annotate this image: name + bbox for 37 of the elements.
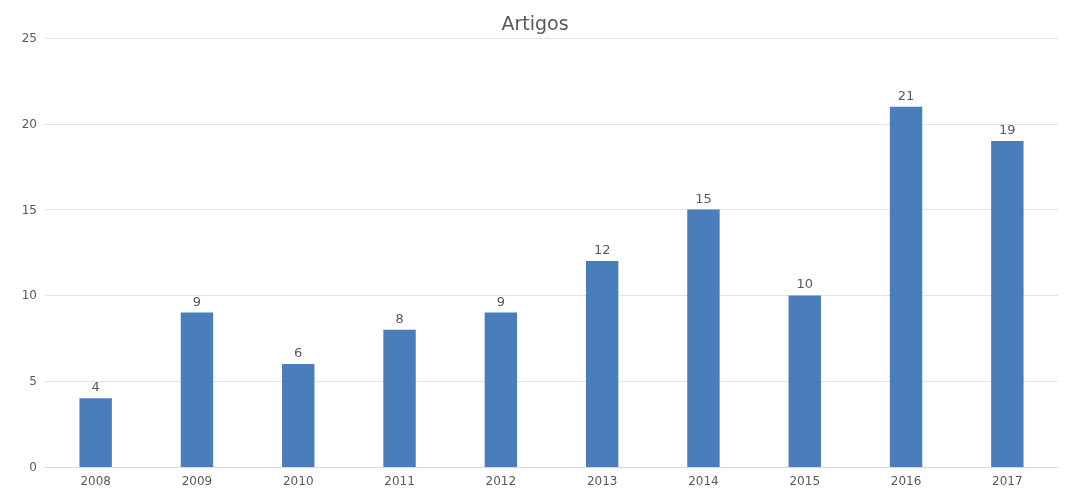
y-tick-label: 10 bbox=[21, 288, 37, 303]
data-label: 15 bbox=[695, 190, 712, 206]
bar bbox=[282, 364, 315, 467]
bar bbox=[585, 261, 619, 467]
x-tick-label: 2016 bbox=[890, 474, 922, 488]
x-tick-label: 2014 bbox=[688, 474, 719, 488]
y-tick-label: 15 bbox=[21, 202, 37, 217]
bar bbox=[484, 312, 518, 467]
y-tick-label: 5 bbox=[29, 374, 37, 389]
x-tick-label: 2013 bbox=[586, 474, 618, 488]
data-label: 10 bbox=[796, 276, 814, 292]
x-tick-label: 2010 bbox=[282, 474, 314, 488]
x-tick-label: 2009 bbox=[181, 474, 213, 488]
data-label: 9 bbox=[192, 293, 202, 309]
bar bbox=[180, 312, 214, 467]
x-tick-label: 2008 bbox=[80, 474, 111, 488]
x-tick-label: 2012 bbox=[485, 474, 517, 488]
bar bbox=[788, 295, 821, 467]
y-tick-label: 0 bbox=[29, 460, 37, 474]
x-tick-label: 2015 bbox=[789, 474, 821, 488]
data-label: 8 bbox=[395, 310, 404, 326]
data-label: 9 bbox=[496, 293, 505, 309]
data-label: 4 bbox=[91, 379, 100, 395]
data-label: 21 bbox=[897, 87, 915, 103]
y-tick-label: 25 bbox=[21, 31, 37, 45]
bar bbox=[383, 329, 416, 467]
bar bbox=[889, 106, 923, 467]
x-tick-label: 2011 bbox=[384, 474, 415, 488]
data-label: 12 bbox=[593, 242, 611, 258]
bar bbox=[79, 398, 112, 467]
bar bbox=[687, 209, 720, 467]
y-tick-label: 20 bbox=[21, 116, 37, 131]
bar bbox=[991, 140, 1024, 467]
chart-title: Artigos bbox=[501, 11, 569, 34]
x-tick-label: 2017 bbox=[992, 474, 1023, 488]
data-label: 6 bbox=[294, 345, 303, 361]
data-label: 19 bbox=[999, 121, 1016, 137]
